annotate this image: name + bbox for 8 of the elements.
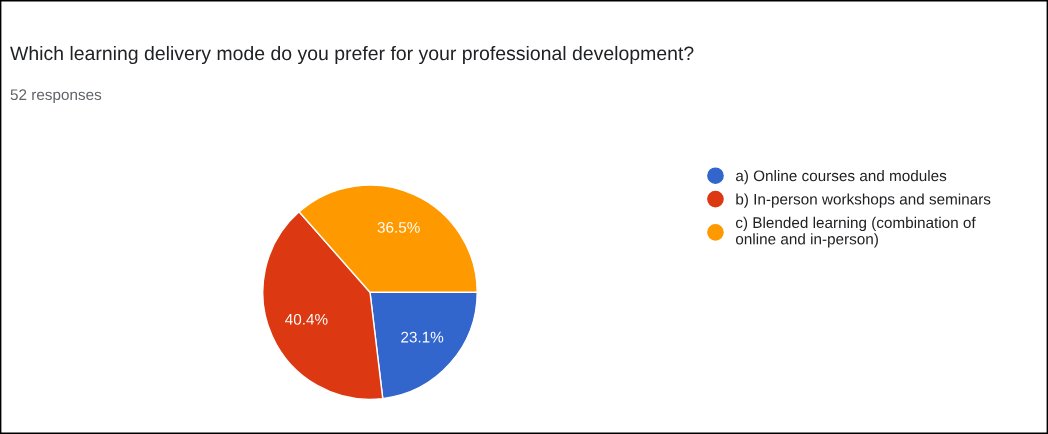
data-label: 40.4% <box>285 313 328 325</box>
legend-label: a) Online courses and modules <box>735 169 947 185</box>
data-label: 23.1% <box>401 331 444 343</box>
chart-title: Which learning delivery mode do you prefer for your professional development? <box>10 45 694 65</box>
text: 52 responses <box>10 89 102 104</box>
data-label: 36.5% <box>377 221 420 233</box>
legend-label: c) Blended learning (combination of online and in-person) <box>735 216 976 248</box>
legend-label: b) In-person workshops and seminars <box>736 193 991 208</box>
